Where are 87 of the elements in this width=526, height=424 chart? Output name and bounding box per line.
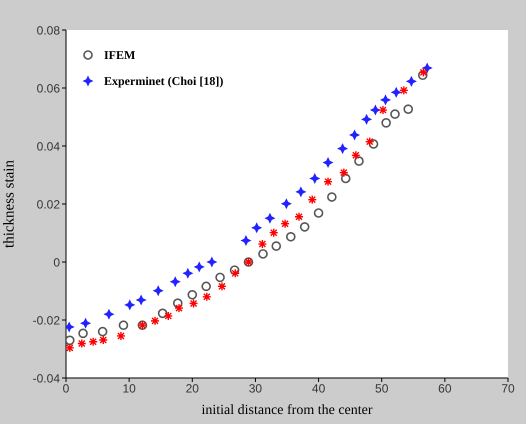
- point: [264, 212, 276, 224]
- point: [187, 290, 198, 300]
- point: [206, 256, 218, 268]
- point: [98, 326, 108, 336]
- point: [217, 282, 227, 292]
- point: [258, 239, 268, 249]
- point: [194, 261, 205, 272]
- point: [158, 308, 168, 318]
- point: [124, 299, 136, 310]
- y-tick-label: -0.02: [32, 313, 60, 328]
- x-tick-label: 10: [122, 382, 136, 396]
- point: [240, 235, 252, 246]
- point: [390, 109, 400, 119]
- point: [368, 139, 378, 149]
- point: [66, 343, 74, 353]
- point: [406, 76, 417, 87]
- legend-label: Experminet (Choi [18]): [104, 74, 224, 88]
- point: [349, 129, 360, 140]
- point: [354, 156, 364, 166]
- point: [403, 104, 414, 114]
- point: [66, 336, 75, 346]
- point: [418, 70, 428, 80]
- legend-label: IFEM: [104, 48, 136, 62]
- point: [381, 118, 391, 128]
- point: [150, 316, 160, 326]
- point: [390, 86, 402, 98]
- point: [399, 86, 409, 96]
- point: [230, 268, 240, 278]
- x-tick-label: 0: [62, 382, 70, 396]
- y-tick-label: 0: [53, 255, 60, 270]
- point: [309, 172, 320, 184]
- point: [201, 282, 211, 292]
- point: [174, 303, 184, 313]
- point: [361, 114, 372, 125]
- point: [308, 194, 317, 204]
- x-axis-title: initial distance from the center: [201, 403, 373, 418]
- point: [337, 143, 348, 154]
- point: [258, 249, 268, 259]
- point: [300, 222, 310, 232]
- y-tick-label: 0.08: [36, 23, 60, 38]
- point: [323, 176, 333, 186]
- point: [230, 265, 240, 275]
- point: [280, 219, 290, 228]
- y-tick-label: 0.04: [36, 139, 60, 154]
- x-tick-label: 40: [312, 382, 326, 396]
- y-axis-title: thickness stain: [1, 160, 18, 248]
- point: [351, 150, 361, 160]
- point: [164, 311, 173, 321]
- point: [182, 268, 194, 279]
- point: [170, 276, 181, 288]
- point: [215, 272, 225, 282]
- y-tick-label: 0.02: [36, 197, 60, 212]
- point: [294, 212, 304, 222]
- point: [280, 198, 292, 210]
- point: [116, 331, 126, 341]
- point: [118, 320, 128, 330]
- point: [418, 68, 428, 78]
- point: [286, 232, 296, 242]
- x-tick-label: 60: [438, 382, 452, 396]
- point: [188, 298, 198, 308]
- y-tick-label: -0.04: [32, 371, 60, 386]
- point: [80, 318, 92, 329]
- point: [340, 174, 351, 184]
- point: [365, 136, 374, 146]
- point: [103, 308, 114, 320]
- point: [327, 192, 337, 202]
- x-tick-label: 50: [375, 382, 389, 396]
- x-tick-label: 20: [186, 382, 200, 396]
- point: [269, 228, 278, 238]
- point: [251, 222, 262, 234]
- point: [136, 294, 147, 306]
- point: [378, 105, 388, 115]
- point: [271, 241, 282, 251]
- point: [370, 104, 381, 116]
- point: [172, 298, 183, 308]
- y-tick-label: 0.06: [36, 81, 60, 96]
- point: [295, 186, 306, 198]
- point: [380, 94, 392, 106]
- point: [77, 338, 86, 348]
- point: [152, 285, 164, 296]
- point: [202, 292, 212, 302]
- x-tick-label: 70: [501, 382, 515, 396]
- x-tick-label: 30: [248, 382, 262, 396]
- point: [314, 208, 324, 218]
- point: [322, 157, 334, 168]
- point: [78, 328, 88, 338]
- point: [339, 168, 349, 178]
